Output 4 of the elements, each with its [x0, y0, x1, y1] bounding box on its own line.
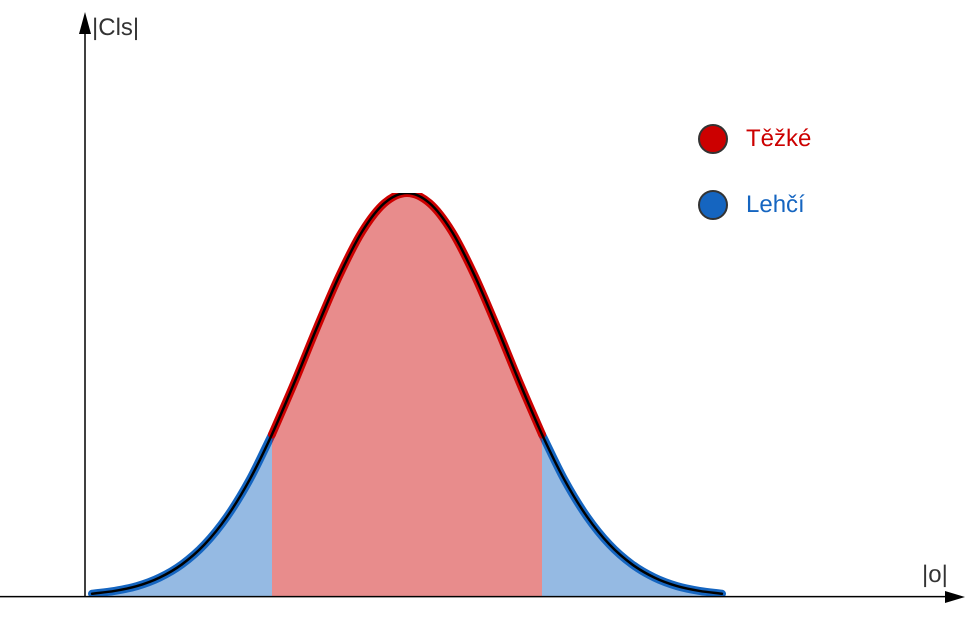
legend-label: Lehčí — [746, 191, 805, 219]
text: |Cls| — [92, 14, 140, 42]
text: |o| — [922, 560, 948, 589]
legend-label: Těžké — [746, 125, 812, 153]
